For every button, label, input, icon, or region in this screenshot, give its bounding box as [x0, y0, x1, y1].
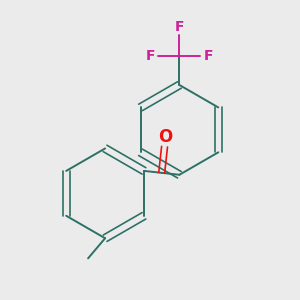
Text: O: O — [158, 128, 173, 146]
Text: F: F — [203, 49, 213, 63]
Text: F: F — [146, 49, 155, 63]
Text: F: F — [175, 20, 184, 34]
